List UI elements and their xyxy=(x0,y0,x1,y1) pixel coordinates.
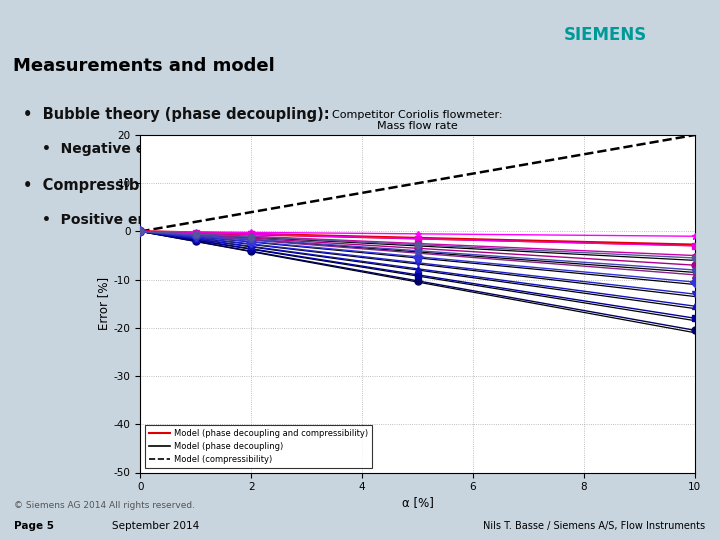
Text: SIEMENS: SIEMENS xyxy=(564,26,647,44)
Line: Model (phase decoupling and compressibility): Model (phase decoupling and compressibil… xyxy=(140,232,695,245)
Model (phase decoupling and compressibility) xyxy=(239,231,248,237)
Model (compressibility) xyxy=(643,140,652,146)
Text: •  Bubble theory (phase decoupling):: • Bubble theory (phase decoupling): xyxy=(22,107,329,122)
Model (compressibility) xyxy=(284,202,292,209)
Y-axis label: Error [%]: Error [%] xyxy=(96,277,109,330)
Title: Competitor Coriolis flowmeter:
Mass flow rate: Competitor Coriolis flowmeter: Mass flow… xyxy=(333,110,503,131)
Model (compressibility) xyxy=(169,222,178,229)
Legend: Model (phase decoupling and compressibility), Model (phase decoupling), Model (c: Model (phase decoupling and compressibil… xyxy=(145,424,372,468)
Model (phase decoupling and compressibility) xyxy=(158,229,167,235)
Text: Measurements and model: Measurements and model xyxy=(14,57,275,75)
Model (phase decoupling and compressibility) xyxy=(284,232,292,238)
Text: Nils T. Basse / Siemens A/S, Flow Instruments: Nils T. Basse / Siemens A/S, Flow Instru… xyxy=(483,522,706,531)
X-axis label: α [%]: α [%] xyxy=(402,496,433,509)
Text: Page 5: Page 5 xyxy=(14,522,55,531)
Text: •  Compressibility:: • Compressibility: xyxy=(22,178,176,193)
Text: •  Negative error: • Negative error xyxy=(42,142,175,156)
Line: Model (compressibility): Model (compressibility) xyxy=(140,135,695,232)
Model (compressibility) xyxy=(158,224,167,231)
Model (compressibility) xyxy=(136,228,145,235)
Text: September 2014: September 2014 xyxy=(112,522,199,531)
Model (phase decoupling and compressibility) xyxy=(690,242,699,248)
Model (compressibility) xyxy=(239,210,248,217)
Model (compressibility) xyxy=(662,137,671,143)
Model (phase decoupling and compressibility) xyxy=(662,241,671,247)
Model (phase decoupling and compressibility) xyxy=(169,229,178,235)
Model (phase decoupling and compressibility) xyxy=(136,228,145,235)
Text: © Siemens AG 2014 All rights reserved.: © Siemens AG 2014 All rights reserved. xyxy=(14,501,195,510)
Model (phase decoupling and compressibility) xyxy=(643,240,652,247)
Model (compressibility) xyxy=(690,132,699,138)
Text: •  Positive error: • Positive error xyxy=(42,213,168,227)
